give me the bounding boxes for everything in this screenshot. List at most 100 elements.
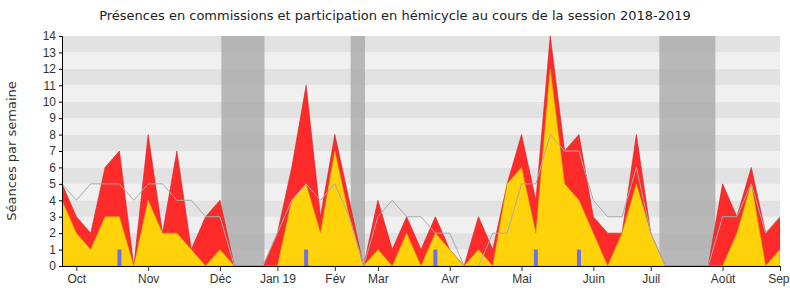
y-tick-label: 5 bbox=[49, 177, 56, 191]
y-axis-line bbox=[59, 37, 63, 267]
y-tick-label: 0 bbox=[49, 259, 56, 273]
x-tick-mark bbox=[148, 266, 149, 271]
y-tick: 13 bbox=[43, 46, 62, 60]
y-tick-label: 2 bbox=[49, 226, 56, 240]
x-tick: Août bbox=[711, 266, 736, 286]
y-tick: 2 bbox=[49, 226, 62, 240]
y-tick-mark bbox=[59, 266, 62, 267]
y-tick-label: 12 bbox=[43, 62, 57, 76]
chart-title: Présences en commissions et participatio… bbox=[99, 8, 691, 23]
x-tick-mark bbox=[450, 266, 451, 271]
x-tick-label: Jan 19 bbox=[260, 272, 296, 286]
y-tick: 4 bbox=[49, 194, 62, 208]
x-tick-label: Juil bbox=[642, 272, 660, 286]
line-series bbox=[62, 135, 780, 266]
y-tick-label: 7 bbox=[49, 144, 56, 158]
x-tick: Sept bbox=[768, 266, 790, 286]
y-tick: 9 bbox=[49, 111, 62, 125]
x-tick-label: Déc bbox=[210, 272, 231, 286]
bar bbox=[304, 250, 308, 266]
x-tick: Jan 19 bbox=[260, 266, 296, 286]
x-tick-label: Mar bbox=[368, 272, 389, 286]
y-tick: 6 bbox=[49, 161, 62, 175]
bar bbox=[433, 250, 437, 266]
y-tick-mark bbox=[59, 200, 62, 201]
y-tick-mark bbox=[59, 85, 62, 86]
y-tick-label: 8 bbox=[49, 128, 56, 142]
y-tick-mark bbox=[59, 135, 62, 136]
x-tick-label: Fév bbox=[325, 272, 345, 286]
y-tick-mark bbox=[59, 167, 62, 168]
y-tick-mark bbox=[59, 151, 62, 152]
y-tick-label: 14 bbox=[43, 29, 57, 43]
x-tick: Avr bbox=[441, 266, 459, 286]
y-tick-mark bbox=[59, 217, 62, 218]
y-tick-mark bbox=[59, 118, 62, 119]
x-tick: Nov bbox=[138, 266, 159, 286]
x-tick-label: Juin bbox=[583, 272, 605, 286]
x-tick: Juin bbox=[583, 266, 605, 286]
x-tick: Fév bbox=[325, 266, 345, 286]
y-tick-label: 4 bbox=[49, 194, 56, 208]
y-tick-label: 10 bbox=[43, 95, 57, 109]
x-tick-mark bbox=[335, 266, 336, 271]
area-series bbox=[62, 36, 780, 266]
y-tick-mark bbox=[59, 250, 62, 251]
y-tick-mark bbox=[59, 233, 62, 234]
y-tick: 11 bbox=[44, 79, 62, 93]
chart-svg: 01234567891011121314OctNovDécJan 19FévMa… bbox=[0, 0, 790, 300]
area-series bbox=[62, 69, 780, 266]
x-tick-label: Mai bbox=[512, 272, 531, 286]
x-tick-mark bbox=[277, 266, 278, 271]
x-tick-label: Nov bbox=[138, 272, 159, 286]
y-tick-label: 11 bbox=[44, 79, 57, 93]
bar bbox=[117, 250, 121, 266]
x-axis: Oct Nov Déc Jan 19 Fév Mar Avr Mai Juin Juil Août S… bbox=[63, 266, 790, 286]
y-tick-mark bbox=[59, 36, 62, 37]
bar bbox=[577, 250, 581, 266]
x-tick: Juil bbox=[642, 266, 660, 286]
y-tick-label: 3 bbox=[49, 210, 56, 224]
y-tick: 3 bbox=[49, 210, 62, 224]
x-tick-mark bbox=[651, 266, 652, 271]
plot-area bbox=[62, 36, 780, 266]
y-tick: 5 bbox=[49, 177, 62, 191]
y-tick-mark bbox=[59, 184, 62, 185]
grid bbox=[62, 36, 780, 266]
y-tick-label: 9 bbox=[49, 111, 56, 125]
x-tick-label: Août bbox=[711, 272, 736, 286]
chart-container: 01234567891011121314OctNovDécJan 19FévMa… bbox=[0, 0, 790, 300]
y-tick: 1 bbox=[49, 243, 62, 257]
y-tick: 8 bbox=[49, 128, 62, 142]
x-tick-mark bbox=[220, 266, 221, 271]
y-tick: 0 bbox=[49, 259, 62, 273]
y-tick-label: 6 bbox=[49, 161, 56, 175]
shaded-period bbox=[221, 36, 264, 266]
y-tick-mark bbox=[59, 69, 62, 70]
y-tick: 7 bbox=[49, 144, 62, 158]
y-tick: 12 bbox=[43, 62, 62, 76]
x-tick: Déc bbox=[210, 266, 231, 286]
x-tick: Mar bbox=[368, 266, 389, 286]
x-tick-mark bbox=[780, 266, 781, 271]
x-tick-label: Sept bbox=[768, 272, 790, 286]
x-tick-mark bbox=[593, 266, 594, 271]
y-tick: 14 bbox=[43, 29, 62, 43]
y-tick-label: 1 bbox=[49, 243, 56, 257]
x-tick-label: Oct bbox=[68, 272, 87, 286]
x-tick-mark bbox=[522, 266, 523, 271]
x-tick-mark bbox=[723, 266, 724, 271]
x-tick: Mai bbox=[512, 266, 531, 286]
y-tick-mark bbox=[59, 52, 62, 53]
y-axis: 01234567891011121314 bbox=[43, 29, 63, 273]
shaded-period bbox=[659, 36, 715, 266]
bar bbox=[534, 250, 538, 266]
x-axis-line bbox=[63, 266, 781, 267]
x-tick-mark bbox=[378, 266, 379, 271]
y-tick: 10 bbox=[43, 95, 62, 109]
y-axis-title: Séances par semaine bbox=[4, 81, 19, 220]
x-tick-label: Avr bbox=[441, 272, 459, 286]
x-tick: Oct bbox=[68, 266, 87, 286]
x-tick-mark bbox=[76, 266, 77, 271]
y-tick-label: 13 bbox=[43, 46, 57, 60]
